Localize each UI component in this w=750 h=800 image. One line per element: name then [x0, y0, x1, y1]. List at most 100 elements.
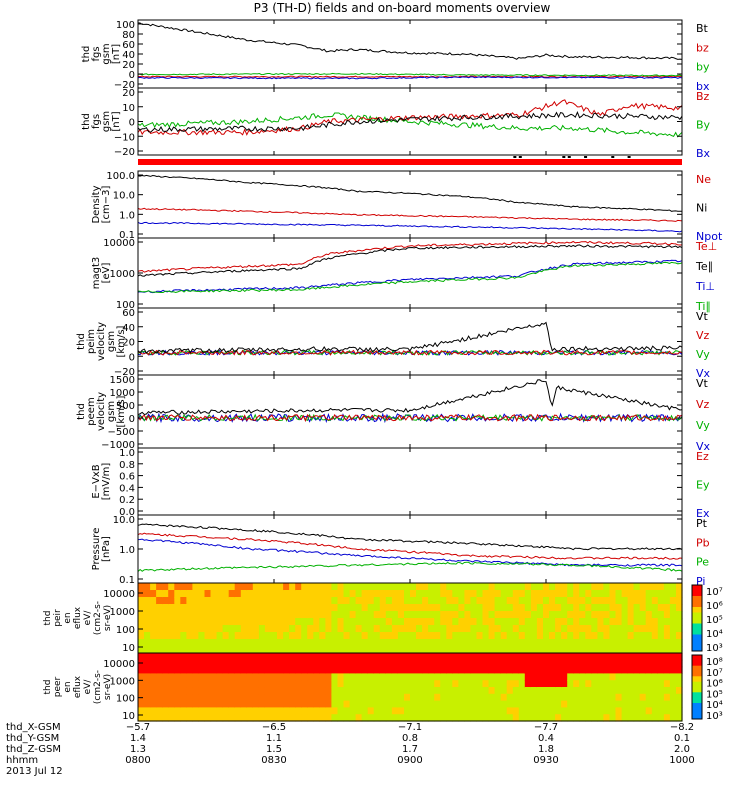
spectrogram-cell	[204, 700, 212, 708]
spectrogram-cell	[536, 611, 544, 619]
colorbar-segment	[692, 655, 702, 661]
spectrogram-cell	[446, 625, 453, 633]
spectrogram-cell	[500, 659, 508, 668]
spectrogram-cell	[669, 680, 677, 688]
x-tick-label: 0900	[397, 755, 422, 766]
spectrogram-cell	[482, 639, 490, 647]
spectrogram-cell	[246, 659, 254, 668]
spectrogram-cell	[428, 618, 435, 626]
spectrogram-cell	[555, 714, 562, 722]
spectrogram-cell	[482, 700, 490, 708]
spectrogram-cell	[621, 680, 629, 688]
spectrogram-cell	[470, 632, 477, 640]
x-row-label: thd_Z-GSM	[6, 744, 61, 755]
spectrogram-cell	[367, 632, 375, 640]
spectrogram-cell	[494, 590, 502, 598]
spectrogram-cell	[234, 639, 242, 647]
spectrogram-cell	[446, 666, 453, 674]
spectrogram-cell	[669, 632, 677, 640]
spectrogram-cell	[597, 611, 604, 619]
spectrogram-cell	[271, 693, 278, 702]
spectrogram-cell	[482, 590, 490, 598]
spectrogram-cell	[573, 646, 580, 654]
spectrogram-cell	[428, 653, 435, 661]
spectrogram-cell	[277, 590, 284, 598]
spectrogram-cell	[488, 693, 496, 702]
spectrogram-cell	[410, 611, 417, 619]
spectrogram-cell	[210, 714, 218, 722]
spectrogram-cell	[428, 632, 435, 640]
spectrogram-cell	[530, 653, 538, 661]
spectrogram-cell	[240, 653, 248, 661]
spectrogram-cell	[464, 646, 471, 654]
spectrogram-cell	[138, 673, 145, 681]
spectrogram-cell	[210, 632, 218, 640]
spectrogram-cell	[549, 666, 556, 674]
legend-label: Vz	[696, 398, 710, 411]
spectrogram-cell	[258, 646, 266, 654]
spectrogram-cell	[271, 666, 278, 674]
spectrogram-cell	[567, 646, 574, 654]
spectrogram-cell	[597, 618, 604, 626]
spectrogram-cell	[663, 707, 671, 715]
spectrogram-cell	[404, 625, 411, 633]
spectrogram-cell	[530, 632, 538, 640]
spectrogram-cell	[373, 618, 381, 626]
spectrogram-cell	[452, 714, 459, 722]
spectrogram-cell	[494, 632, 502, 640]
colorbar-segment	[692, 585, 702, 591]
spectrogram-cell	[313, 666, 320, 674]
status-mark	[518, 156, 522, 158]
legend-label: Bz	[696, 90, 710, 103]
spectrogram-cell	[180, 700, 187, 708]
spectrogram-cell	[452, 583, 459, 591]
y-axis-label: peer	[53, 676, 63, 697]
spectrogram-cell	[615, 666, 623, 674]
spectrogram-cell	[609, 693, 617, 702]
spectrogram-cell	[373, 693, 381, 702]
spectrogram-cell	[422, 625, 429, 633]
spectrogram-cell	[422, 673, 429, 681]
spectrogram-cell	[536, 659, 544, 668]
spectrogram-cell	[343, 653, 351, 661]
spectrogram-cell	[657, 666, 665, 674]
spectrogram-cell	[512, 618, 520, 626]
spectrogram-cell	[204, 611, 212, 619]
spectrogram-cell	[657, 680, 665, 688]
spectrogram-cell	[500, 653, 508, 661]
spectrogram-cell	[210, 673, 218, 681]
spectrogram-cell	[416, 646, 423, 654]
spectrogram-cell	[295, 632, 302, 640]
spectrogram-cell	[234, 700, 242, 708]
y-axis-label: gsm	[101, 111, 112, 132]
spectrogram-cell	[258, 611, 266, 619]
spectrogram-cell	[198, 646, 205, 654]
spectrogram-cell	[234, 693, 242, 702]
spectrogram-cell	[657, 693, 665, 702]
spectrogram-cell	[500, 687, 508, 695]
spectrogram-cell	[639, 625, 647, 633]
spectrogram-cell	[482, 666, 490, 674]
spectrogram-cell	[434, 659, 441, 668]
colorbar-tick-label: 10⁶	[706, 601, 723, 612]
spectrogram-cell	[198, 693, 205, 702]
spectrogram-cell	[404, 666, 411, 674]
spectrogram-cell	[530, 693, 538, 702]
spectrogram-cell	[246, 625, 254, 633]
spectrogram-cell	[367, 590, 375, 598]
spectrogram-cell	[494, 680, 502, 688]
spectrogram-cell	[168, 714, 175, 722]
spectrogram-cell	[536, 632, 544, 640]
spectrogram-cell	[494, 653, 502, 661]
spectrogram-cell	[138, 639, 145, 647]
spectrogram-cell	[500, 625, 508, 633]
spectrogram-cell	[252, 625, 260, 633]
spectrogram-cell	[210, 597, 218, 605]
spectrogram-cell	[192, 597, 199, 605]
spectrogram-cell	[512, 707, 520, 715]
spectrogram-cell	[476, 618, 484, 626]
spectrogram-cell	[210, 680, 218, 688]
spectrogram-cell	[319, 632, 326, 640]
spectrogram-cell	[536, 700, 544, 708]
spectrogram-cell	[512, 653, 520, 661]
